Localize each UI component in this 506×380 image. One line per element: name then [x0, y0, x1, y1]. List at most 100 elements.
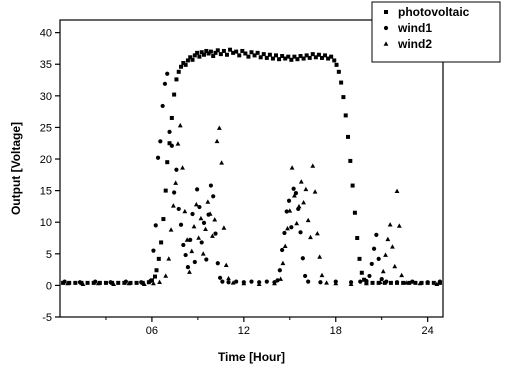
photovoltaic-point — [179, 64, 184, 69]
wind2-point — [196, 235, 202, 240]
legend-box — [371, 1, 501, 63]
wind1-point — [167, 129, 172, 134]
y-tick-label: -5 — [42, 312, 52, 324]
wind2-point — [296, 203, 302, 209]
wind2-point — [163, 273, 169, 278]
wind1-point — [123, 279, 128, 284]
photovoltaic-point — [174, 77, 179, 82]
photovoltaic-point — [301, 56, 306, 61]
photovoltaic-point — [323, 53, 328, 58]
wind2-point — [214, 138, 220, 144]
photovoltaic-point — [286, 54, 291, 59]
wind1-point — [289, 225, 294, 230]
photovoltaic-point — [329, 54, 334, 59]
wind2-point — [308, 234, 313, 240]
y-tick-label: 40 — [40, 28, 52, 40]
x-tick-label: 18 — [330, 325, 342, 337]
series-wind1 — [62, 71, 443, 285]
photovoltaic-point — [264, 55, 269, 60]
wind2-point — [394, 188, 400, 194]
wind2-point — [203, 226, 208, 231]
x-tick-label: 12 — [238, 325, 250, 337]
wind2-point — [310, 163, 316, 168]
wind2-point — [219, 160, 225, 165]
photovoltaic-point — [211, 54, 216, 59]
photovoltaic-point — [246, 54, 251, 59]
wind2-point — [314, 230, 320, 236]
wind2-point — [80, 281, 86, 286]
y-tick-label: 15 — [40, 186, 52, 198]
photovoltaic-point — [181, 60, 186, 65]
wind2-point — [212, 217, 218, 222]
wind1-point — [195, 187, 200, 192]
photovoltaic-point — [298, 54, 303, 59]
photovoltaic-point — [419, 280, 424, 285]
photovoltaic-point — [215, 48, 220, 53]
series-photovoltaic — [61, 47, 442, 285]
wind1-point — [190, 211, 195, 217]
legend-wind2-label: wind2 — [397, 37, 432, 51]
wind2-point — [184, 237, 190, 242]
wind2-point — [392, 263, 398, 269]
photovoltaic-point — [161, 217, 166, 222]
photovoltaic-point — [350, 183, 355, 188]
photovoltaic-point — [357, 256, 362, 261]
photovoltaic-point — [355, 236, 360, 241]
wind1-point — [192, 259, 197, 265]
legend-wind1-label: wind1 — [397, 21, 432, 35]
wind1-point — [371, 246, 377, 251]
photovoltaic-point — [218, 52, 223, 57]
series-wind2 — [65, 122, 440, 286]
wind1-point — [286, 198, 292, 203]
wind2-point — [282, 243, 288, 249]
photovoltaic-point — [154, 268, 159, 273]
wind2-point — [434, 281, 440, 286]
wind1-point — [160, 103, 165, 109]
photovoltaic-point — [352, 210, 357, 215]
wind2-point — [305, 217, 311, 223]
wind2-point — [170, 203, 176, 208]
photovoltaic-point — [267, 52, 272, 57]
photovoltaic-point — [128, 280, 133, 285]
wind1-point — [379, 276, 384, 282]
photovoltaic-point — [274, 53, 279, 58]
wind1-point — [291, 186, 296, 191]
wind1-point — [185, 264, 191, 270]
photovoltaic-point — [334, 62, 339, 67]
wind1-point — [162, 81, 168, 86]
wind1-point — [77, 280, 83, 285]
wind2-point — [221, 225, 227, 230]
photovoltaic-point — [97, 280, 102, 285]
wind1-point — [300, 256, 305, 261]
wind1-point — [220, 279, 225, 284]
wind1-point — [275, 278, 280, 283]
wind2-point — [312, 189, 318, 194]
photovoltaic-point — [167, 141, 172, 146]
wind1-point — [394, 280, 400, 285]
wind2-point — [289, 165, 295, 170]
wind1-point — [277, 268, 282, 273]
wind2-point — [168, 227, 174, 232]
wind1-point — [208, 183, 214, 188]
photovoltaic-point — [237, 53, 242, 58]
wind2-point — [126, 280, 132, 286]
photovoltaic-point — [176, 69, 181, 74]
wind1-point — [148, 278, 153, 284]
wind1-point — [211, 194, 216, 199]
wind2-point — [193, 201, 199, 207]
photovoltaic-point — [343, 113, 348, 118]
photovoltaic-point — [213, 50, 218, 55]
photovoltaic-point — [313, 55, 318, 60]
wind1-point — [158, 139, 163, 144]
wind2-point — [319, 272, 325, 278]
photovoltaic-point — [316, 52, 321, 57]
photovoltaic-point — [277, 57, 282, 62]
wind1-point — [410, 279, 415, 284]
photovoltaic-point — [134, 280, 139, 285]
photovoltaic-point — [185, 58, 190, 63]
wind1-point — [165, 71, 170, 76]
wind1-point — [264, 279, 269, 284]
photovoltaic-point — [243, 51, 248, 56]
wind1-point — [303, 273, 308, 279]
